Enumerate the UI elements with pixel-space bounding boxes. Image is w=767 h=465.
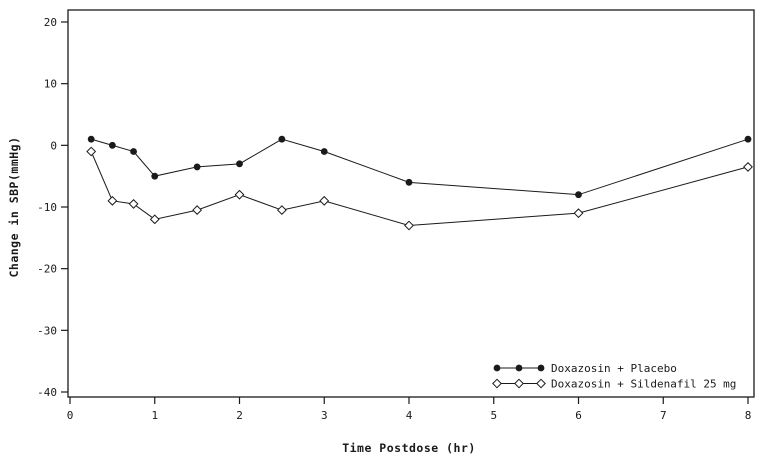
- open-diamond-marker: [573, 208, 584, 219]
- filled-circle-marker: [515, 364, 523, 372]
- y-tick-label: 0: [50, 139, 57, 152]
- open-diamond-marker: [149, 214, 160, 225]
- legend-item-1: Doxazosin + Sildenafil 25 mg: [492, 378, 736, 391]
- legend-label-1: Doxazosin + Sildenafil 25 mg: [551, 378, 736, 391]
- y-tick-label: -20: [37, 263, 57, 276]
- x-tick-label: 0: [67, 409, 74, 422]
- open-diamond-marker: [514, 378, 524, 389]
- open-diamond-marker: [492, 378, 502, 389]
- filled-circle-marker: [575, 191, 582, 199]
- x-tick-label: 8: [745, 409, 752, 422]
- x-axis: 0 1 2 3 4 5 6 7 8: [67, 397, 752, 422]
- series-0: [87, 135, 752, 199]
- filled-circle-marker: [493, 364, 501, 372]
- filled-circle-marker: [108, 141, 116, 149]
- open-diamond-marker: [86, 146, 97, 157]
- open-diamond-marker: [536, 378, 546, 389]
- y-tick-label: 20: [44, 16, 57, 29]
- y-tick-label: -30: [37, 324, 57, 337]
- x-tick-label: 1: [151, 409, 158, 422]
- y-axis: -40 -30 -20 -10 0 10 20: [37, 16, 68, 399]
- x-tick-label: 5: [490, 409, 497, 422]
- x-tick-label: 6: [575, 409, 582, 422]
- filled-circle-marker: [537, 364, 545, 372]
- open-diamond-marker: [276, 205, 287, 215]
- filled-circle-marker: [87, 135, 95, 143]
- open-diamond-marker: [107, 195, 118, 206]
- y-tick-label: 10: [44, 78, 57, 91]
- open-diamond-marker: [404, 220, 414, 231]
- x-tick-label: 4: [406, 409, 413, 422]
- x-axis-title: Time Postdose (hr): [342, 441, 476, 455]
- x-tick-label: 2: [236, 409, 243, 422]
- x-tick-label: 3: [321, 409, 328, 422]
- filled-circle-marker: [151, 172, 159, 180]
- series-line-0: [91, 138, 749, 196]
- filled-circle-marker: [193, 163, 201, 171]
- plot-frame: [67, 9, 755, 398]
- series-1: [86, 146, 753, 231]
- open-diamond-marker: [743, 162, 753, 172]
- open-diamond-marker: [192, 205, 203, 215]
- open-diamond-marker: [128, 199, 139, 209]
- y-tick-label: -10: [37, 201, 57, 214]
- filled-circle-marker: [744, 135, 752, 143]
- series-line-1: [90, 151, 749, 227]
- filled-circle-marker: [130, 148, 137, 155]
- y-tick-label: -40: [37, 386, 57, 399]
- open-diamond-marker: [234, 189, 245, 200]
- y-axis-title: Change in SBP(mmHg): [7, 136, 21, 277]
- filled-circle-marker: [405, 178, 413, 186]
- legend-item-0: Doxazosin + Placebo: [493, 362, 677, 375]
- legend-label-0: Doxazosin + Placebo: [551, 362, 677, 375]
- x-tick-label: 7: [660, 409, 667, 422]
- filled-circle-marker: [278, 135, 286, 143]
- filled-circle-marker: [320, 148, 328, 155]
- legend: Doxazosin + Placebo Doxazosin + Sildenafi…: [492, 362, 736, 391]
- open-diamond-marker: [319, 195, 330, 206]
- filled-circle-marker: [236, 160, 243, 168]
